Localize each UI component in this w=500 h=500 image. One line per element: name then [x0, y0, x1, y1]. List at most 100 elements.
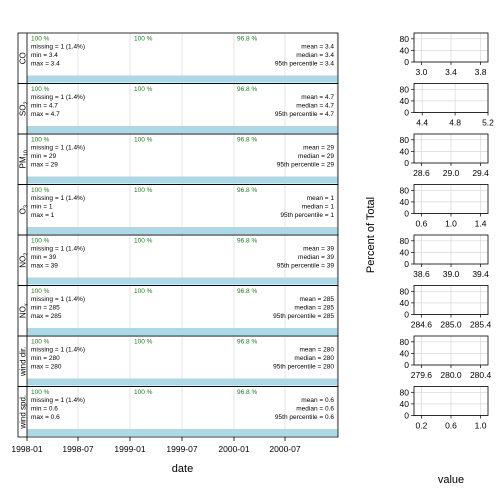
strip-label: NOx — [19, 303, 30, 318]
x-tick-label: 1998-01 — [11, 444, 42, 454]
data-capture-label: 100 % — [134, 187, 153, 194]
y-tick-label: 80 — [400, 185, 410, 195]
y-tick-label: 0 — [404, 259, 409, 269]
p95-stat: 95th percentile = 0.6 — [275, 414, 334, 421]
strip-label: PM10 — [19, 150, 30, 168]
strip-label-subscript: 3 — [24, 205, 30, 208]
data-capture-label: 100 % — [31, 238, 50, 245]
y-tick-label: 80 — [400, 286, 410, 296]
mean-stat: mean = 0.6 — [301, 397, 334, 404]
x-tick-label: 285.4 — [470, 320, 492, 330]
data-capture-label: 100 % — [134, 389, 153, 396]
x-tick-label: 2000-07 — [269, 444, 300, 454]
min-stat: min = 29 — [31, 153, 56, 160]
mean-stat: mean = 3.4 — [301, 44, 334, 51]
summary-panel-0: CO 100 % 100 % 96.8 % missing = 1 (1.4%)min … — [17, 32, 339, 84]
median-stat: median = 0.6 — [296, 406, 334, 413]
x-tick-label: 3.8 — [475, 67, 487, 77]
max-stat: max = 285 — [31, 313, 62, 320]
x-tick-label: 4.8 — [449, 118, 461, 128]
x-tick-label: 3.0 — [415, 67, 427, 77]
max-stat: max = 39 — [31, 263, 58, 270]
data-capture-label: 96.8 % — [237, 187, 257, 194]
p95-stat: 95th percentile = 4.7 — [275, 111, 334, 118]
strip-label: wind dir. — [19, 347, 28, 377]
data-capture-label: 100 % — [31, 389, 50, 396]
p95-stat: 95th percentile = 29 — [277, 162, 335, 169]
y-tick-label: 40 — [400, 197, 410, 207]
strip-label-subscript: x — [24, 303, 30, 306]
y-tick-label: 40 — [400, 96, 410, 106]
x-tick-label: 38.6 — [413, 269, 430, 279]
summary-panel-7: wind spd.100 % 100 % 96.8 %missing = 1 (1.… — [17, 386, 339, 438]
min-stat: min = 3.4 — [31, 52, 58, 59]
x-tick-label: 39.4 — [472, 269, 489, 279]
x-tick-label: 1.4 — [475, 219, 487, 229]
data-capture-label: 100 % — [31, 137, 50, 144]
histogram-panel-5: 0 40 80 284.6 285.0 285.4 — [400, 285, 492, 330]
x-tick-label: 280.0 — [440, 370, 462, 380]
median-stat: median = 39 — [298, 254, 334, 261]
hist-frame — [413, 83, 489, 113]
y-tick-label: 0 — [404, 108, 409, 118]
data-capture-label: 96.8 % — [237, 238, 257, 245]
panel-frame — [17, 386, 339, 438]
max-stat: max = 0.6 — [31, 414, 60, 421]
min-stat: min = 1 — [31, 204, 53, 211]
data-capture-label: 100 % — [31, 36, 50, 43]
data-capture-label: 96.8 % — [237, 137, 257, 144]
min-stat: min = 0.6 — [31, 406, 58, 413]
x-tick-label: 1.0 — [445, 219, 457, 229]
x-tick-label: 5.2 — [482, 118, 494, 128]
missing-stat: missing = 1 (1.4%) — [31, 94, 85, 101]
summary-panel-1: SO2 100 % 100 % 96.8 % missing = 1 (1.4%) min… — [17, 83, 339, 135]
strip-label: O3 — [19, 205, 30, 214]
histogram-panel-3: 0 40 80 0.6 1.0 1.4 — [400, 184, 489, 229]
y-tick-label: 0 — [404, 310, 409, 320]
x-tick-label: 29.0 — [443, 168, 460, 178]
min-stat: min = 39 — [31, 254, 56, 261]
y-tick-label: 80 — [400, 337, 410, 347]
data-capture-label: 100 % — [134, 86, 153, 93]
x-axis-title: value — [438, 474, 464, 486]
x-tick-label: 280.4 — [470, 370, 492, 380]
max-stat: max = 4.7 — [31, 111, 60, 118]
data-capture-label: 96.8 % — [237, 36, 257, 43]
x-axis-title: date — [172, 463, 193, 475]
data-capture-label: 100 % — [31, 339, 50, 346]
y-tick-label: 40 — [400, 399, 410, 409]
data-capture-label: 100 % — [31, 187, 50, 194]
missing-stat: missing = 1 (1.4%) — [31, 347, 85, 354]
data-capture-label: 100 % — [134, 288, 153, 295]
strip-label-subscript: 2 — [24, 101, 30, 104]
mean-stat: mean = 39 — [303, 246, 334, 253]
y-tick-label: 40 — [400, 45, 410, 55]
data-coverage-bar — [27, 378, 338, 386]
data-coverage-bar — [27, 227, 338, 234]
p95-stat: 95th percentile = 39 — [277, 263, 335, 270]
missing-stat: missing = 1 (1.4%) — [31, 195, 85, 202]
summary-panel-5: NOx 100 % 100 % 96.8 % missing = 1 (1.4%) min… — [17, 285, 339, 337]
data-capture-label: 96.8 % — [237, 288, 257, 295]
strip-label: CO — [19, 52, 28, 64]
data-coverage-bar — [27, 126, 338, 133]
missing-stat: missing = 1 (1.4%) — [31, 145, 85, 152]
y-tick-label: 0 — [404, 57, 409, 67]
x-tick-label: 285.0 — [440, 320, 462, 330]
p95-stat: 95th percentile = 280 — [273, 364, 334, 371]
data-coverage-bar — [27, 328, 338, 335]
x-tick-label: 0.2 — [415, 421, 427, 431]
p95-stat: 95th percentile = 1 — [280, 212, 334, 219]
data-capture-label: 100 % — [31, 288, 50, 295]
max-stat: max = 1 — [31, 212, 55, 219]
data-capture-label: 100 % — [134, 137, 153, 144]
y-tick-label: 80 — [400, 135, 410, 145]
summary-panel-6: wind dir.100 % 100 % 96.8 %missing = 1 (1.… — [17, 335, 339, 387]
p95-stat: 95th percentile = 3.4 — [275, 61, 334, 68]
x-tick-label: 4.4 — [416, 118, 428, 128]
missing-stat: missing = 1 (1.4%) — [31, 44, 85, 51]
x-tick-label: 279.6 — [411, 370, 433, 380]
